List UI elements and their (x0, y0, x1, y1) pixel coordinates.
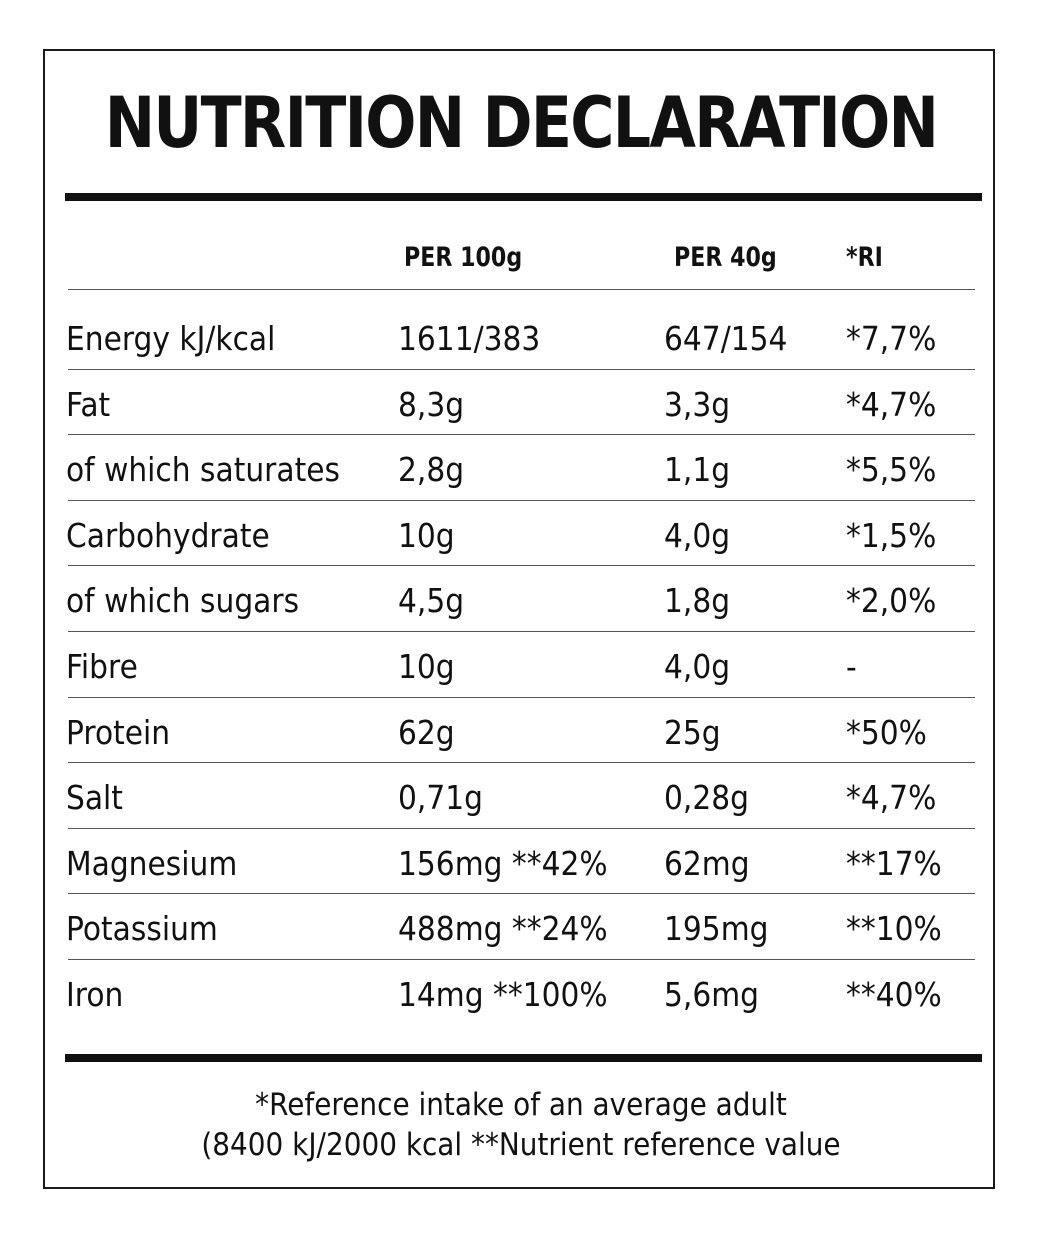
value-per-100g: 10g (398, 647, 455, 686)
nutrient-name: Potassium (66, 909, 218, 948)
table-row: Salt 0,71g 0,28g *4,7% (0, 765, 1042, 831)
table-row: of which sugars 4,5g 1,8g *2,0% (0, 568, 1042, 634)
table-row: Fat 8,3g 3,3g *4,7% (0, 372, 1042, 438)
nutrient-name: Energy kJ/kcal (66, 319, 276, 358)
row-divider (68, 565, 975, 566)
nutrient-name: of which sugars (66, 581, 300, 620)
row-divider (68, 828, 975, 829)
nutrient-name: Protein (66, 713, 171, 752)
row-divider (68, 631, 975, 632)
value-ri: *5,5% (846, 450, 937, 489)
table-row: of which saturates 2,8g 1,1g *5,5% (0, 437, 1042, 503)
value-per-40g: 1,1g (664, 450, 731, 489)
value-ri: *50% (846, 713, 927, 752)
nutrient-name: of which saturates (66, 450, 340, 489)
value-per-100g: 1611/383 (398, 319, 541, 358)
table-row: Protein 62g 25g *50% (0, 700, 1042, 766)
value-per-40g: 195mg (664, 909, 769, 948)
table-row: Magnesium 156mg **42% 62mg **17% (0, 831, 1042, 897)
nutrition-label-border (43, 49, 995, 1189)
value-ri: **40% (846, 975, 942, 1014)
nutrient-name: Salt (66, 778, 123, 817)
value-ri: **10% (846, 909, 942, 948)
value-per-100g: 2,8g (398, 450, 465, 489)
table-row: Potassium 488mg **24% 195mg **10% (0, 896, 1042, 962)
table-row: Iron 14mg **100% 5,6mg **40% (0, 962, 1042, 1028)
value-per-40g: 4,0g (664, 647, 731, 686)
nutrient-name: Magnesium (66, 844, 238, 883)
value-per-100g: 4,5g (398, 581, 465, 620)
nutrient-name: Fat (66, 385, 111, 424)
row-divider (68, 697, 975, 698)
table-row: Carbohydrate 10g 4,0g *1,5% (0, 503, 1042, 569)
value-per-40g: 1,8g (664, 581, 731, 620)
row-divider (68, 762, 975, 763)
value-ri: *4,7% (846, 385, 937, 424)
column-header-per-100g: PER 100g (404, 242, 523, 273)
row-divider (68, 369, 975, 370)
table-row: Fibre 10g 4,0g - (0, 634, 1042, 700)
value-per-100g: 156mg **42% (398, 844, 608, 883)
value-per-40g: 62mg (664, 844, 750, 883)
label-title: NUTRITION DECLARATION (104, 82, 939, 164)
value-ri: *4,7% (846, 778, 937, 817)
value-per-100g: 8,3g (398, 385, 465, 424)
column-header-per-40g: PER 40g (674, 242, 777, 273)
row-divider (68, 434, 975, 435)
value-per-40g: 4,0g (664, 516, 731, 555)
value-ri: *1,5% (846, 516, 937, 555)
value-per-40g: 3,3g (664, 385, 731, 424)
value-per-100g: 10g (398, 516, 455, 555)
row-divider (68, 893, 975, 894)
column-header-ri: *RI (846, 242, 883, 273)
value-ri: *2,0% (846, 581, 937, 620)
value-per-100g: 62g (398, 713, 455, 752)
value-per-40g: 25g (664, 713, 721, 752)
value-ri: - (846, 647, 857, 686)
header-divider (68, 289, 975, 290)
row-divider (68, 959, 975, 960)
value-per-40g: 5,6mg (664, 975, 760, 1014)
value-per-100g: 14mg **100% (398, 975, 608, 1014)
top-thick-rule (65, 193, 982, 201)
value-per-40g: 647/154 (664, 319, 788, 358)
table-row: Energy kJ/kcal 1611/383 647/154 *7,7% (0, 306, 1042, 372)
value-per-100g: 0,71g (398, 778, 483, 817)
bottom-thick-rule (65, 1054, 982, 1062)
nutrient-name: Fibre (66, 647, 138, 686)
footnote-nutrient-reference: (8400 kJ/2000 kcal **Nutrient reference … (201, 1127, 841, 1163)
value-per-40g: 0,28g (664, 778, 749, 817)
row-divider (68, 500, 975, 501)
nutrient-name: Iron (66, 975, 124, 1014)
footnote-reference-intake: *Reference intake of an average adult (255, 1087, 787, 1123)
value-per-100g: 488mg **24% (398, 909, 608, 948)
value-ri: *7,7% (846, 319, 937, 358)
value-ri: **17% (846, 844, 942, 883)
nutrient-name: Carbohydrate (66, 516, 270, 555)
